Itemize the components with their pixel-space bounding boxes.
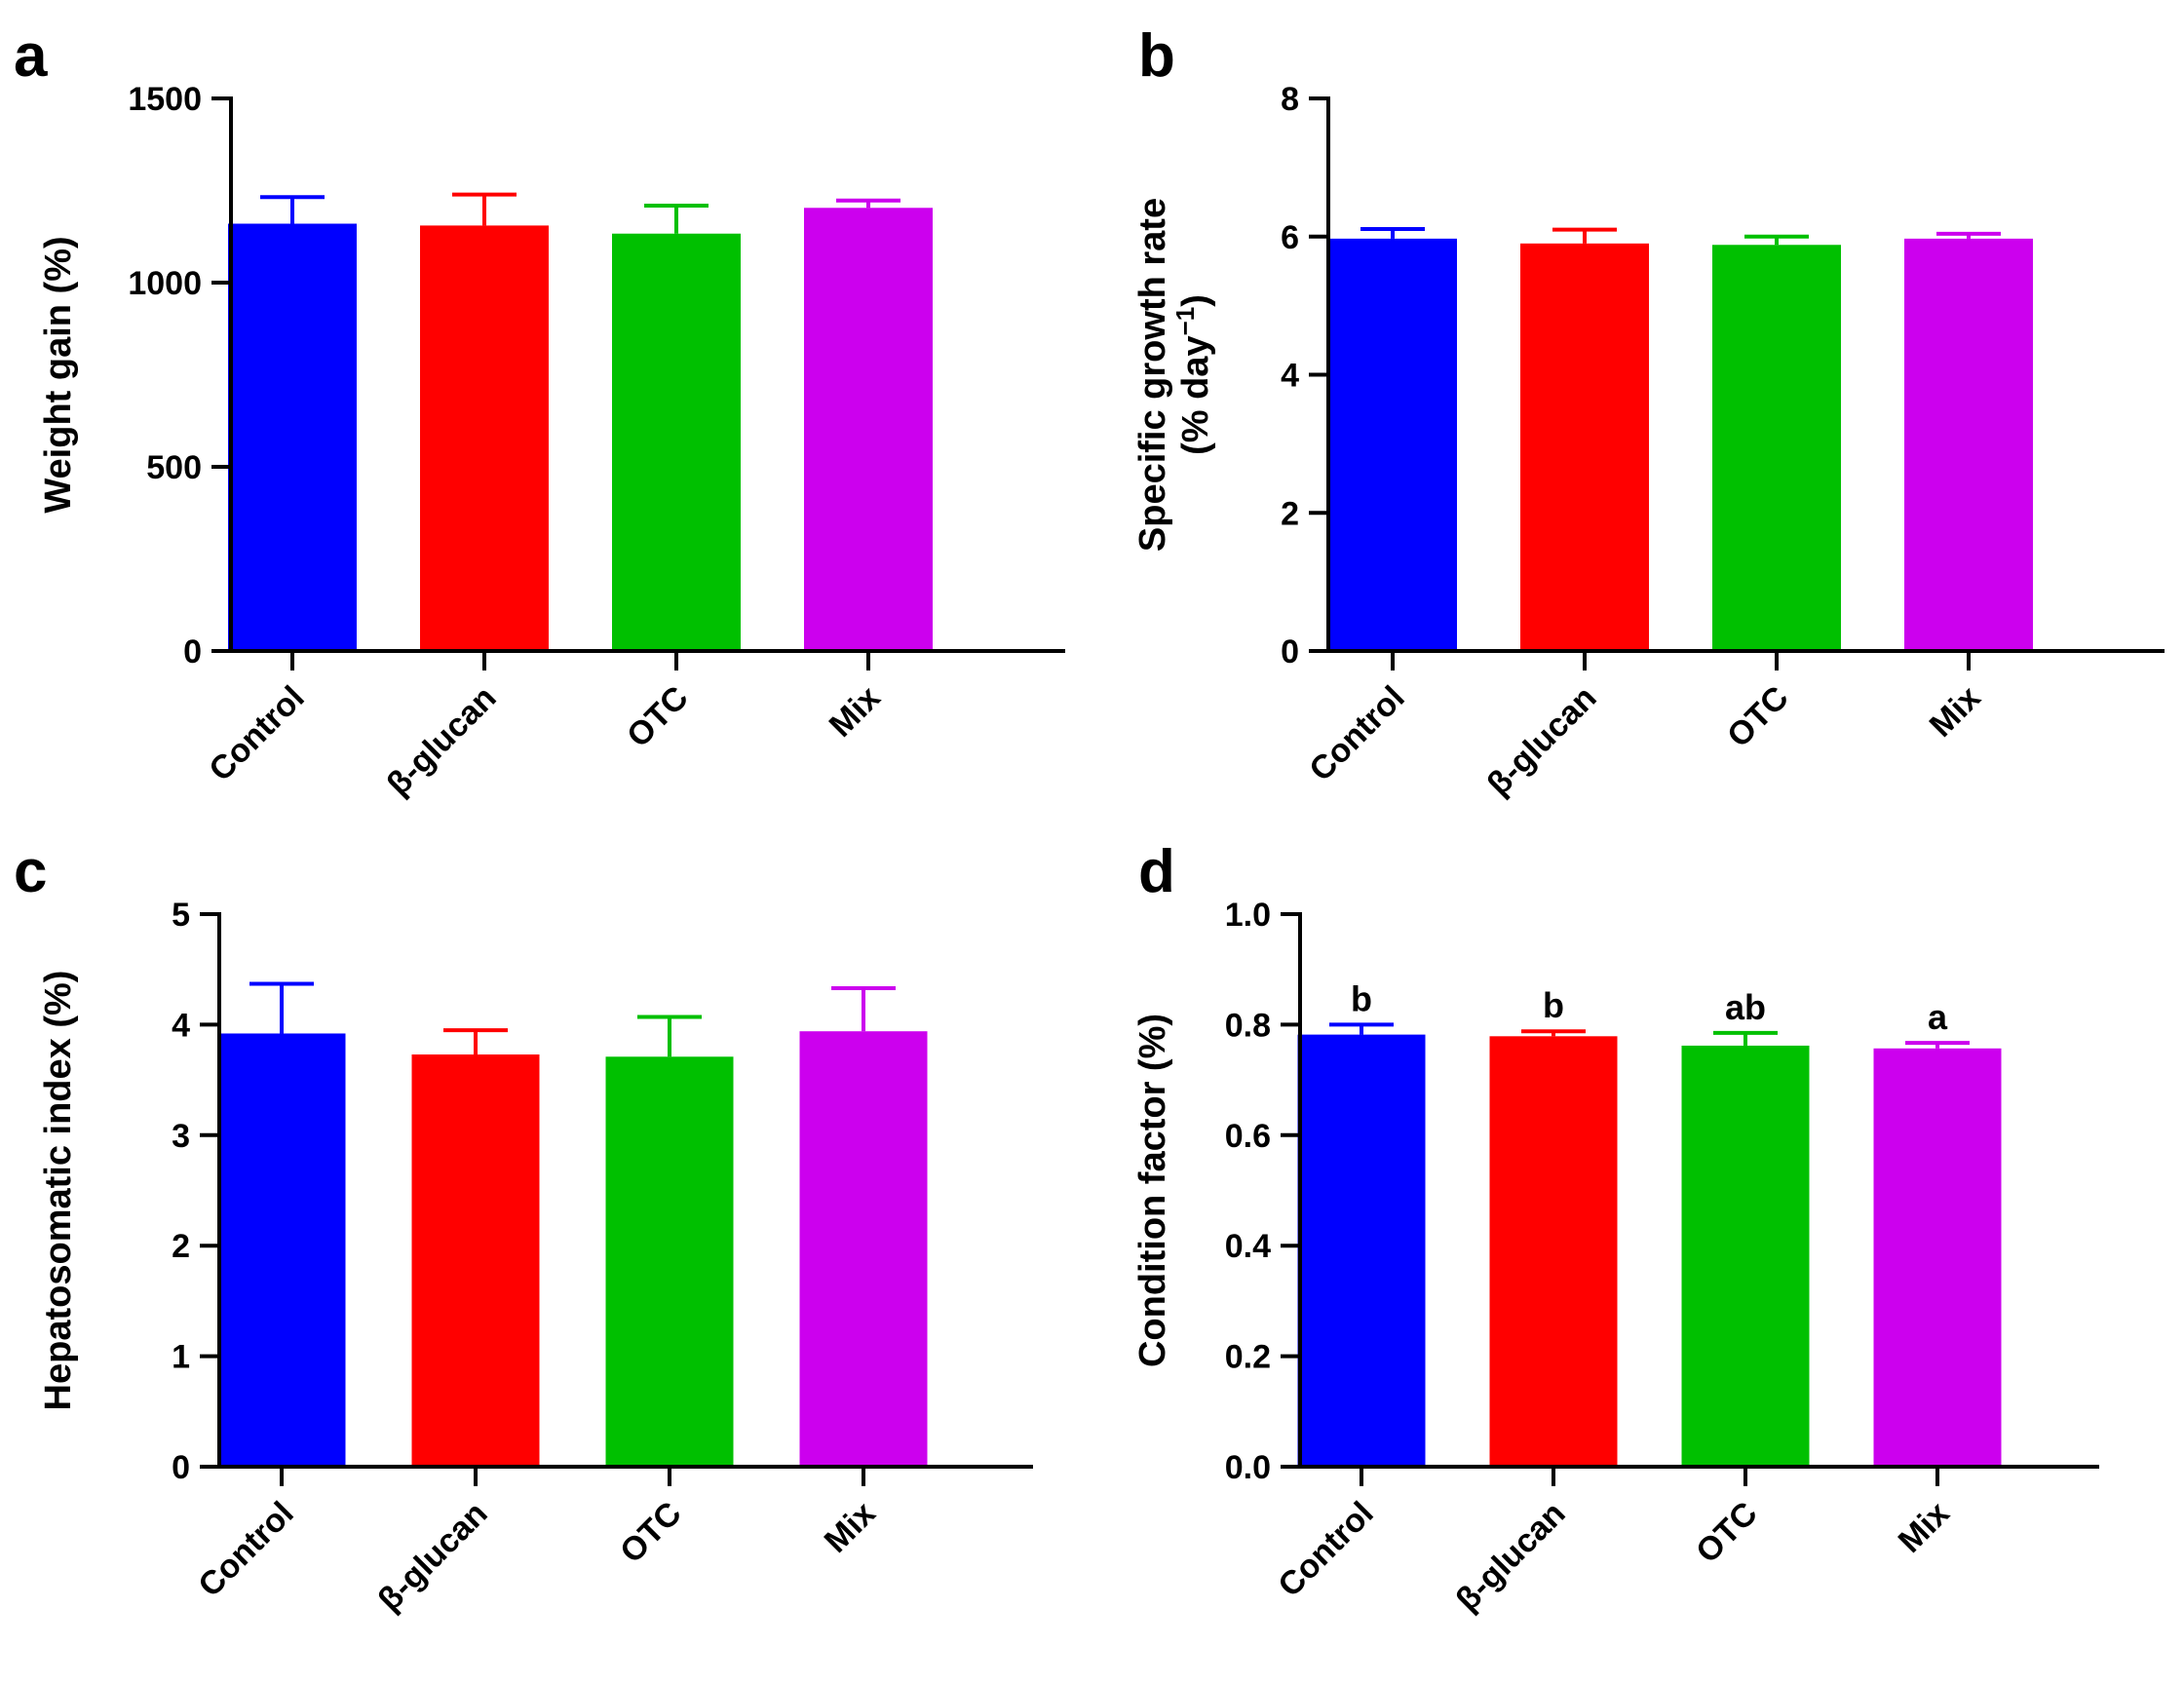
bar-c-3 [605, 1056, 734, 1467]
significance-label: ab [1725, 987, 1766, 1027]
bar-d-1 [1297, 1034, 1426, 1467]
y-tick-label: 2 [172, 1228, 190, 1265]
y-tick-label: 2 [1281, 495, 1299, 532]
bar-b-3 [1712, 245, 1841, 651]
x-tick-label: Mix [1923, 679, 1988, 745]
bar-c-4 [799, 1031, 928, 1467]
x-tick-label: Control [1302, 679, 1411, 788]
y-tick-label: 500 [146, 449, 202, 486]
x-tick-label: Control [202, 679, 311, 788]
significance-label: b [1543, 985, 1564, 1025]
y-axis-title: Hepatosomatic index (%) [38, 971, 79, 1411]
bar-b-1 [1328, 238, 1457, 651]
panel-letter: b [1138, 22, 1175, 90]
x-tick-label: β-glucan [371, 1495, 495, 1619]
y-tick-label: 1000 [128, 265, 202, 302]
bar-b-2 [1520, 243, 1649, 651]
y-tick-label: 4 [1281, 358, 1299, 395]
x-tick-label: OTC [613, 1495, 689, 1571]
y-axis-title: Weight gain (%) [38, 236, 79, 513]
bar-c-2 [411, 1054, 540, 1467]
bar-a-4 [804, 208, 933, 652]
x-tick-label: Mix [1892, 1495, 1957, 1560]
y-tick-label: 0.0 [1225, 1449, 1271, 1486]
x-tick-label: OTC [1689, 1495, 1765, 1571]
x-tick-label: OTC [620, 679, 696, 755]
y-tick-label: 6 [1281, 219, 1299, 256]
x-tick-label: β-glucan [1480, 679, 1604, 803]
bar-d-3 [1681, 1045, 1810, 1467]
chart-panel-a: a Control β-glucan OTC Mix 0 500 1000 1500 Weight… [14, 22, 1065, 803]
x-tick-label: β-glucan [380, 679, 504, 803]
bar-b-4 [1904, 238, 2033, 651]
x-tick-label: Control [1271, 1495, 1380, 1604]
y-axis-title: Condition factor (%) [1132, 1014, 1173, 1367]
panel-letter: c [14, 838, 47, 905]
y-tick-label: 1.0 [1225, 897, 1271, 934]
significance-label: b [1351, 978, 1372, 1018]
y-tick-label: 1 [172, 1339, 190, 1376]
x-tick-label: Mix [818, 1495, 883, 1560]
y-tick-label: 1500 [128, 81, 202, 118]
chart-panel-b: b Control β-glucan OTC Mix 0 2 4 6 8 Specific grow… [1132, 22, 2165, 803]
x-tick-label: Mix [823, 679, 888, 745]
chart-panel-c: c Control β-glucan OTC Mix 0 1 2 3 4 5 Hepatosomati… [14, 838, 1033, 1619]
bar-d-4 [1873, 1048, 2002, 1467]
panel-letter: a [14, 22, 48, 90]
bar-a-1 [228, 223, 357, 651]
x-tick-label: Control [191, 1495, 300, 1604]
y-axis-title: Specific growth rate [1132, 198, 1173, 552]
y-tick-label: 4 [172, 1007, 190, 1044]
bar-a-3 [612, 233, 741, 651]
y-tick-label: 0 [172, 1449, 190, 1486]
bar-a-2 [420, 225, 549, 651]
y-tick-label: 0.6 [1225, 1118, 1271, 1155]
y-tick-label: 3 [172, 1118, 190, 1155]
y-tick-label: 0 [1281, 633, 1299, 670]
y-tick-label: 5 [172, 897, 190, 934]
bar-d-2 [1489, 1036, 1618, 1467]
bar-c-1 [217, 1033, 346, 1467]
x-tick-label: OTC [1720, 679, 1796, 755]
y-tick-label: 8 [1281, 81, 1299, 118]
y-tick-label: 0.2 [1225, 1339, 1271, 1376]
y-tick-label: 0 [183, 633, 202, 670]
y-tick-label: 0.8 [1225, 1007, 1271, 1044]
chart-panel-d: d b Control b β-glucan ab OTC a Mix 0.0 0.2 0.4 0.6 0… [1132, 838, 2099, 1619]
panel-letter: d [1138, 838, 1175, 905]
y-tick-label: 0.4 [1225, 1228, 1271, 1265]
y-axis-title-units: (% day−1) [1170, 294, 1216, 455]
significance-label: a [1928, 997, 1948, 1037]
x-tick-label: β-glucan [1449, 1495, 1573, 1619]
